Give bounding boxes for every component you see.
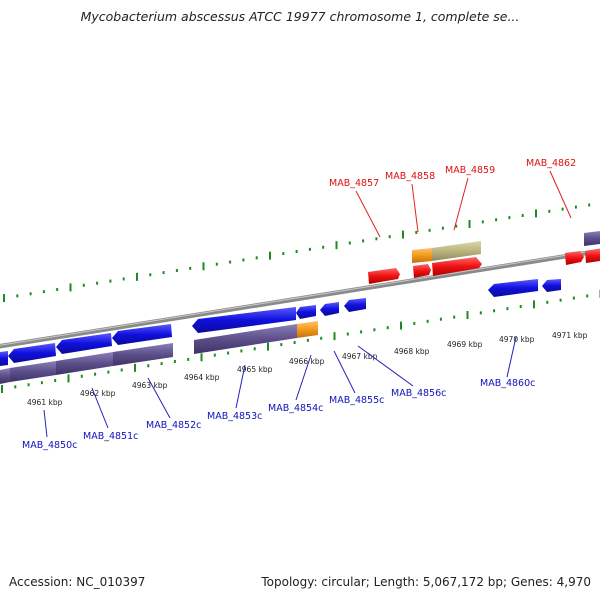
gene-label[interactable]: MAB_4854c — [268, 403, 323, 414]
cds-arrow-mab4855c[interactable] — [320, 302, 339, 316]
gene-label[interactable]: MAB_4859 — [445, 165, 495, 176]
leader-line — [333, 350, 356, 394]
scale-label: 4971 kbp — [552, 331, 588, 340]
gene-label[interactable]: MAB_4862 — [526, 158, 576, 169]
gene-label[interactable]: MAB_4850c — [22, 440, 77, 451]
cds-arrow-mab4851c[interactable] — [56, 333, 112, 354]
gene-bar-mab4854c[interactable] — [297, 321, 318, 338]
gene-bar-mab4852c[interactable] — [113, 343, 173, 366]
gene-bar-mab4862[interactable] — [584, 231, 600, 246]
leader-line — [235, 364, 246, 409]
cds-arrow-mab4850c[interactable] — [8, 343, 56, 363]
cds-arrow-mab4852c[interactable] — [112, 324, 172, 345]
reverse-gene-bars — [0, 321, 318, 384]
scale-labels: 4961 kbp 4962 kbp 4963 kbp 4964 kbp 4965 kbp… — [27, 331, 588, 407]
forward-cds-track — [368, 249, 600, 284]
label-leader-lines — [43, 170, 572, 438]
gene-bar-mab4853c[interactable] — [194, 324, 297, 354]
scale-label: 4965 kbp — [237, 365, 273, 374]
leader-line — [91, 387, 109, 429]
gene-label[interactable]: MAB_4858 — [385, 171, 435, 182]
gene-bar-mab4850c[interactable] — [10, 361, 56, 382]
cds-arrow-mab4857[interactable] — [368, 268, 400, 284]
upper-tick-row — [3, 203, 591, 302]
genome-summary-text: Topology: circular; Length: 5,067,172 bp… — [261, 575, 591, 589]
leader-line — [355, 190, 381, 238]
leader-line — [453, 177, 469, 231]
scale-label: 4962 kbp — [80, 389, 116, 398]
gene-label[interactable]: MAB_4853c — [207, 411, 262, 422]
cds-arrow-mab4853c[interactable] — [192, 307, 296, 333]
scale-label: 4969 kbp — [447, 340, 483, 349]
scale-label: 4967 kbp — [342, 352, 378, 361]
leader-line — [549, 170, 572, 219]
cds-arrow-mab4860c[interactable] — [488, 279, 538, 297]
scale-label: 4970 kbp — [499, 335, 535, 344]
gene-label[interactable]: MAB_4856c — [391, 388, 446, 399]
gene-bar-mab4851c[interactable] — [56, 352, 113, 375]
leader-line — [295, 354, 312, 401]
cds-arrow-mab4856c[interactable] — [344, 298, 366, 312]
leader-line — [506, 336, 517, 378]
gene-label[interactable]: MAB_4852c — [146, 420, 201, 431]
lower-tick-row — [1, 289, 600, 393]
cds-arrow-next[interactable] — [585, 249, 600, 263]
leader-line — [411, 183, 419, 233]
leader-line — [147, 377, 171, 419]
cds-arrow-mab4854c[interactable] — [296, 305, 316, 319]
genome-backbone-highlight — [0, 249, 600, 346]
genome-backbone — [0, 248, 600, 349]
gene-bar-mab4858[interactable] — [412, 248, 432, 263]
scale-label: 4961 kbp — [27, 398, 63, 407]
gene-bar-mab4859[interactable] — [432, 241, 481, 261]
reverse-cds-track — [0, 279, 561, 366]
map-title: Mycobacterium abscessus ATCC 19977 chrom… — [80, 9, 520, 24]
cds-arrow-mab4862[interactable] — [565, 251, 584, 265]
scale-label: 4963 kbp — [132, 381, 168, 390]
leader-line — [357, 345, 414, 387]
cds-arrow-mab4859[interactable] — [432, 257, 482, 276]
cds-arrow-mab4858[interactable] — [413, 264, 431, 278]
gene-label[interactable]: MAB_4857 — [329, 178, 379, 189]
leader-line — [43, 409, 48, 438]
gene-label[interactable]: MAB_4851c — [83, 431, 138, 442]
accession-text: Accession: NC_010397 — [9, 575, 146, 589]
cds-arrow-mab4861c[interactable] — [542, 279, 561, 292]
cds-arrow-left-edge[interactable] — [0, 351, 8, 366]
gene-bar-left-edge[interactable] — [0, 368, 10, 384]
forward-gene-bars — [412, 231, 600, 263]
scale-label: 4964 kbp — [184, 373, 220, 382]
gene-labels: MAB_4857 MAB_4858 MAB_4859 MAB_4862 MAB_4850… — [22, 158, 576, 451]
scale-label: 4966 kbp — [289, 357, 325, 366]
gene-label[interactable]: MAB_4855c — [329, 395, 384, 406]
scale-label: 4968 kbp — [394, 347, 430, 356]
gene-label[interactable]: MAB_4860c — [480, 378, 535, 389]
